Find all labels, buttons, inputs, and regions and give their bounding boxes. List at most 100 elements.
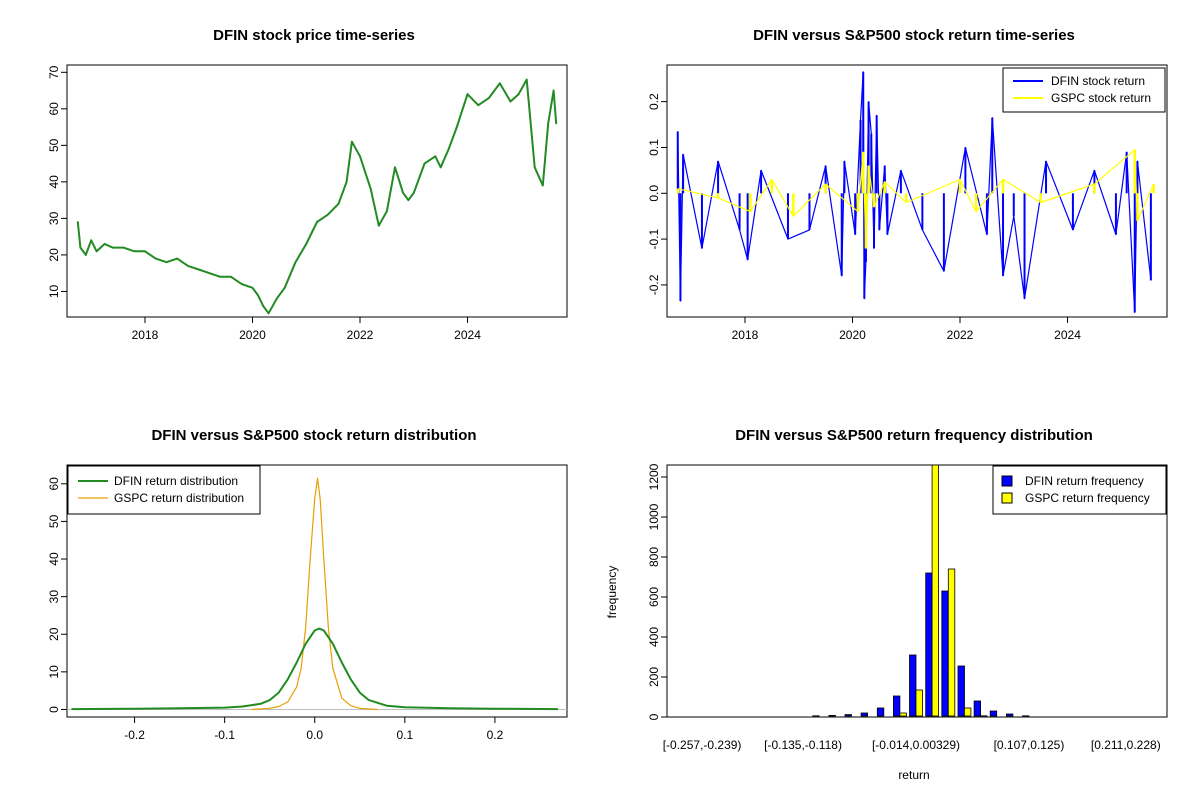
x-tick-label: 2018: [132, 328, 159, 342]
price-data-point: [369, 188, 372, 191]
price-data-point: [337, 202, 340, 205]
y-tick-label: 40: [47, 552, 61, 566]
price-data-point: [283, 286, 286, 289]
price-data-point: [316, 221, 318, 223]
y-tick-label: 50: [47, 514, 61, 528]
panel-title: DFIN versus S&P500 stock return distribu…: [151, 427, 476, 444]
plot-frame: [666, 64, 1168, 318]
gspc-return-line: [677, 149, 1155, 249]
y-tick-label: -0.2: [647, 274, 661, 295]
price-data-point: [305, 243, 308, 245]
x-tick-label: 0.0: [306, 728, 323, 742]
price-data-point: [133, 250, 136, 253]
price-data-point: [533, 166, 536, 169]
panel-title: DFIN versus S&P500 return frequency dist…: [735, 427, 1093, 444]
y-tick-label: 20: [47, 248, 61, 262]
price-data-point: [447, 148, 450, 150]
price-data-point: [345, 180, 348, 183]
y-tick-label: -0.1: [647, 228, 661, 249]
legend-box: [67, 465, 261, 515]
dfin-frequency-bar: [844, 714, 852, 717]
price-data-point: [230, 275, 232, 278]
y-tick-label: 200: [647, 667, 661, 687]
price-data-point: [251, 286, 254, 289]
price-data-point: [455, 126, 458, 128]
price-data-point: [509, 100, 512, 103]
price-data-point: [275, 297, 278, 300]
x-tick-label: 2022: [347, 328, 374, 342]
price-data-point: [402, 191, 404, 194]
y-tick-label: 10: [47, 284, 61, 298]
y-tick-label: 60: [47, 477, 61, 491]
legend-swatch: [1001, 475, 1013, 487]
legend-label: GSPC stock return: [1051, 91, 1151, 105]
dfin-frequency-bar: [909, 654, 917, 717]
legend-label: DFIN return distribution: [114, 474, 238, 488]
legend-swatch: [1001, 492, 1013, 504]
price-time-series-panel: DFIN stock price time-series 2018 2020 202…: [47, 27, 568, 342]
frequency-distribution-panel: DFIN versus S&P500 return frequency dist…: [605, 427, 1168, 782]
x-category-label: [-0.135,-0.118): [764, 738, 842, 752]
price-data-point: [498, 82, 501, 85]
legend-label: GSPC return distribution: [114, 491, 244, 505]
plot-frame: [66, 64, 568, 318]
y-tick-label: 50: [47, 138, 61, 152]
y-tick-label: 70: [47, 65, 61, 79]
price-data-point: [144, 250, 146, 253]
price-data-point: [434, 155, 437, 158]
price-data-point: [176, 257, 179, 260]
x-tick-label: 2024: [454, 328, 481, 342]
dfin-frequency-bar: [876, 707, 885, 717]
plot-frame: [666, 464, 1168, 718]
dfin-frequency-bar: [860, 712, 868, 717]
price-data-point: [555, 122, 558, 125]
legend-label: DFIN return frequency: [1025, 474, 1144, 488]
x-tick-label: -0.2: [124, 728, 145, 742]
y-tick-label: 30: [47, 590, 61, 604]
y-tick-label: 400: [647, 627, 661, 647]
dfin-frequency-bar: [893, 695, 901, 717]
x-tick-label: 2022: [947, 328, 974, 342]
price-data-point: [165, 261, 168, 264]
price-data-point: [187, 264, 189, 267]
price-data-point: [84, 254, 87, 256]
x-category-label: [-0.257,-0.239): [663, 738, 742, 752]
gspc-frequency-bar: [915, 689, 923, 717]
price-data-point: [439, 166, 442, 169]
y-tick-label: 30: [47, 211, 61, 225]
price-data-point: [525, 78, 528, 81]
y-tick-label: 20: [47, 627, 61, 641]
legend-box: [992, 465, 1167, 515]
price-data-point: [256, 294, 259, 296]
price-data-point: [326, 213, 329, 216]
price-series-line: [76, 78, 558, 315]
price-data-point: [359, 155, 361, 158]
price-data-point: [95, 250, 98, 253]
dfin-frequency-bar: [957, 665, 965, 717]
price-data-point: [552, 89, 555, 92]
dfin-frequency-bar: [989, 710, 998, 717]
price-data-point: [103, 243, 106, 245]
price-data-point: [423, 162, 426, 165]
y-tick-label: 0: [647, 713, 661, 720]
y-tick-label: 40: [47, 175, 61, 189]
price-data-point: [240, 283, 243, 286]
price-data-point: [219, 275, 222, 278]
x-category-label: [0.211,0.228): [1091, 738, 1161, 752]
gspc-frequency-bar: [964, 707, 972, 717]
price-data-point: [547, 122, 550, 125]
price-data-point: [488, 96, 490, 99]
y-tick-label: 60: [47, 102, 61, 116]
price-data-point: [90, 239, 93, 242]
y-axis-label: frequency: [605, 566, 619, 619]
price-data-point: [154, 257, 157, 260]
price-data-point: [407, 199, 410, 202]
return-time-series-panel: DFIN versus S&P500 stock return time-ser…: [647, 27, 1168, 342]
legend-label: DFIN stock return: [1051, 74, 1145, 88]
x-category-label: [-0.014,0.00329): [872, 738, 960, 752]
price-data-point: [541, 184, 544, 187]
gspc-density-line: [251, 477, 378, 711]
panel-title: DFIN stock price time-series: [213, 27, 415, 44]
y-tick-label: 1000: [647, 503, 661, 530]
price-data-point: [477, 104, 480, 107]
